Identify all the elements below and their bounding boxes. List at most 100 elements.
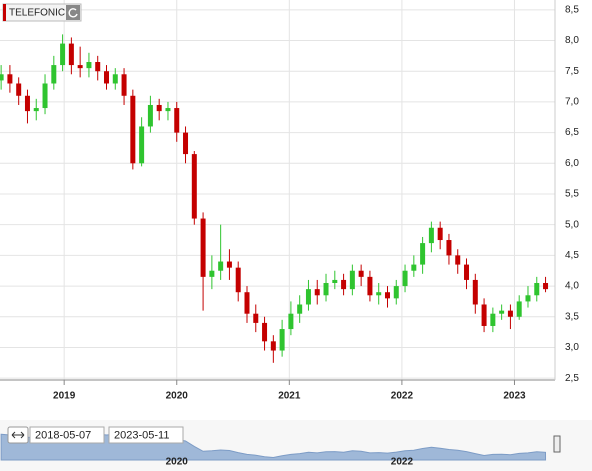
candle xyxy=(33,98,39,121)
candle-body xyxy=(244,292,250,314)
candle xyxy=(507,304,513,330)
candle xyxy=(68,37,74,75)
candle xyxy=(51,55,57,90)
candle xyxy=(156,98,162,121)
navigator-handle[interactable] xyxy=(553,435,561,453)
candle xyxy=(543,276,549,293)
candle xyxy=(384,286,390,308)
candle-body xyxy=(209,270,215,277)
candle xyxy=(270,335,276,363)
candle xyxy=(288,301,294,336)
candle xyxy=(191,151,197,225)
candle-body xyxy=(341,279,347,290)
candle xyxy=(174,101,180,142)
candle-body xyxy=(121,74,127,96)
candle-body xyxy=(428,227,434,244)
y-tick-label: 6,0 xyxy=(565,158,579,169)
candle xyxy=(235,261,241,302)
date-from-input[interactable] xyxy=(29,426,105,444)
candle xyxy=(534,276,540,302)
navigator-tick-label: 2020 xyxy=(166,457,189,468)
refresh-button[interactable] xyxy=(66,5,80,20)
candle xyxy=(7,65,13,93)
date-to: 2023-05-11 xyxy=(114,429,169,441)
candle xyxy=(464,258,470,290)
candle xyxy=(472,273,478,314)
candle-body xyxy=(33,108,39,112)
chart-title: TELEFONIC xyxy=(9,8,65,19)
candle-body xyxy=(323,283,329,296)
candle-body xyxy=(481,304,487,326)
candle-body xyxy=(226,261,232,268)
candle-body xyxy=(367,276,373,296)
candle xyxy=(121,68,127,105)
candle-body xyxy=(279,329,285,351)
candle xyxy=(60,34,66,72)
candle xyxy=(525,286,531,308)
date-from: 2018-05-07 xyxy=(35,429,91,441)
candle xyxy=(130,89,136,170)
y-tick-label: 4,5 xyxy=(565,250,579,261)
candle xyxy=(279,319,285,357)
candle xyxy=(490,307,496,333)
refresh-icon xyxy=(68,8,78,18)
candle-body xyxy=(16,83,22,96)
candle-body xyxy=(507,310,513,317)
y-tick-label: 5,5 xyxy=(565,189,579,200)
candle xyxy=(314,279,320,305)
title-marker xyxy=(3,4,6,21)
candle-body xyxy=(358,270,364,277)
candle-body xyxy=(490,313,496,326)
candle xyxy=(420,236,426,274)
candle-body xyxy=(288,313,294,330)
date-to-input[interactable] xyxy=(108,426,184,444)
y-tick-label: 4,0 xyxy=(565,281,579,292)
y-tick-label: 8,0 xyxy=(565,35,579,46)
candle-body xyxy=(262,322,268,342)
y-tick-label: 8,5 xyxy=(565,4,579,15)
candle-body xyxy=(112,74,118,84)
candle xyxy=(95,55,101,81)
candle-body xyxy=(543,283,549,290)
x-tick-label: 2022 xyxy=(391,391,414,402)
candle-body xyxy=(183,132,189,155)
candle-body xyxy=(7,74,13,84)
x-tick-label: 2019 xyxy=(53,391,76,402)
candle-body xyxy=(191,154,197,219)
candle-body xyxy=(165,108,171,112)
candle xyxy=(437,221,443,250)
candle-body xyxy=(464,264,470,280)
candle-body xyxy=(68,43,74,66)
x-tick-label: 2020 xyxy=(166,391,189,402)
candle xyxy=(0,65,4,90)
candle-body xyxy=(516,301,522,317)
candle-body xyxy=(103,71,109,84)
candle-body xyxy=(24,95,30,112)
candle-body xyxy=(499,310,505,314)
candle-body xyxy=(139,126,145,164)
candle xyxy=(323,273,329,302)
y-tick-label: 7,0 xyxy=(565,97,579,108)
candle xyxy=(103,65,109,90)
candle-body xyxy=(376,292,382,296)
plot-area xyxy=(0,0,555,380)
candle xyxy=(341,273,347,296)
candle xyxy=(367,270,373,302)
candle-body xyxy=(420,243,426,265)
candle xyxy=(112,68,118,90)
candle xyxy=(218,224,224,280)
candle-body xyxy=(472,279,478,305)
candle xyxy=(297,295,303,323)
candle xyxy=(209,255,215,290)
candle xyxy=(42,74,48,115)
candle xyxy=(481,298,487,333)
candle xyxy=(411,255,417,277)
candle xyxy=(446,233,452,265)
candle-body xyxy=(393,286,399,299)
candle xyxy=(244,286,250,323)
candle xyxy=(305,279,311,311)
candle-body xyxy=(147,104,153,127)
candle-body xyxy=(525,295,531,302)
candle xyxy=(349,264,355,296)
candle-body xyxy=(60,43,66,66)
